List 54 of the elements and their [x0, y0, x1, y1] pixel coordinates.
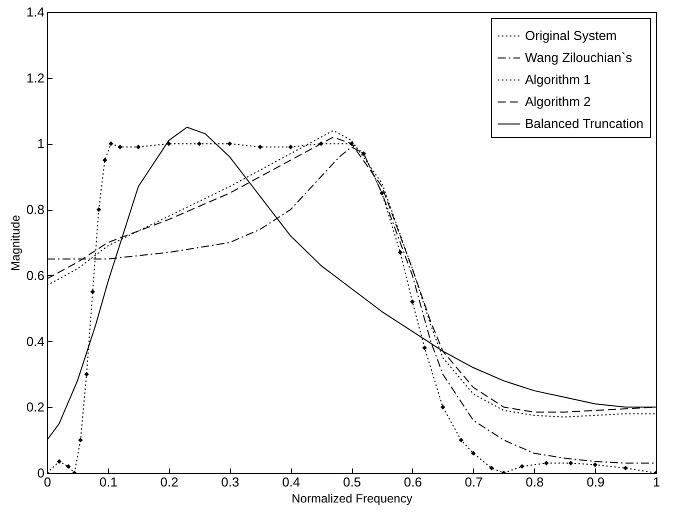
x-tick-label: 0.4 [282, 474, 300, 490]
point [410, 299, 415, 304]
y-tick-label: 0.6 [26, 268, 44, 283]
point [458, 438, 464, 442]
point [520, 464, 524, 469]
point [623, 466, 628, 470]
legend-label: Original System [525, 28, 617, 43]
x-tick-label: 0.9 [586, 474, 605, 490]
point [489, 466, 494, 470]
x-axis-title: Normalized Frequency [292, 492, 412, 506]
point [544, 460, 549, 466]
x-tick-label: 0.7 [464, 474, 483, 490]
point [102, 158, 108, 163]
x-tick-label: 1 [652, 474, 660, 490]
x-tick-label: 0.8 [526, 474, 544, 490]
x-tick-label: 0.3 [221, 474, 240, 490]
x-tick-label: 0.1 [99, 474, 118, 490]
point [349, 141, 354, 146]
y-tick-label: 1.4 [26, 4, 44, 20]
point [568, 460, 574, 466]
point [380, 190, 384, 196]
point [196, 141, 202, 146]
legend-label: Wang Zilouchian`s [525, 50, 633, 65]
point [318, 141, 324, 146]
legend-label: Balanced Truncation [525, 116, 644, 131]
point [288, 144, 293, 150]
point [440, 404, 446, 410]
point [592, 462, 598, 468]
point [136, 144, 141, 150]
point [96, 207, 102, 212]
point [90, 290, 96, 294]
point [78, 438, 83, 442]
point [66, 464, 71, 469]
point [398, 250, 403, 255]
point [258, 144, 262, 150]
point [84, 372, 89, 377]
y-tick-label: 1 [37, 136, 44, 152]
x-tick-label: 0.2 [160, 474, 178, 490]
y-tick-label: 0.2 [26, 400, 44, 415]
point [470, 450, 476, 456]
point [56, 459, 62, 464]
x-tick-label: 0.6 [404, 474, 422, 490]
y-axis-title: Magnitude [8, 214, 22, 272]
point [422, 346, 427, 350]
y-tick-label: 0.4 [26, 334, 44, 349]
point [108, 141, 114, 146]
y-tick-label: 1.2 [26, 70, 44, 86]
y-tick-label: 0.8 [26, 202, 44, 218]
point [227, 141, 232, 146]
point [361, 151, 366, 156]
x-tick-label: 0.5 [342, 474, 362, 490]
legend-label: Algorithm 2 [525, 94, 591, 109]
point [118, 144, 122, 150]
legend-label: Algorithm 1 [525, 72, 591, 87]
